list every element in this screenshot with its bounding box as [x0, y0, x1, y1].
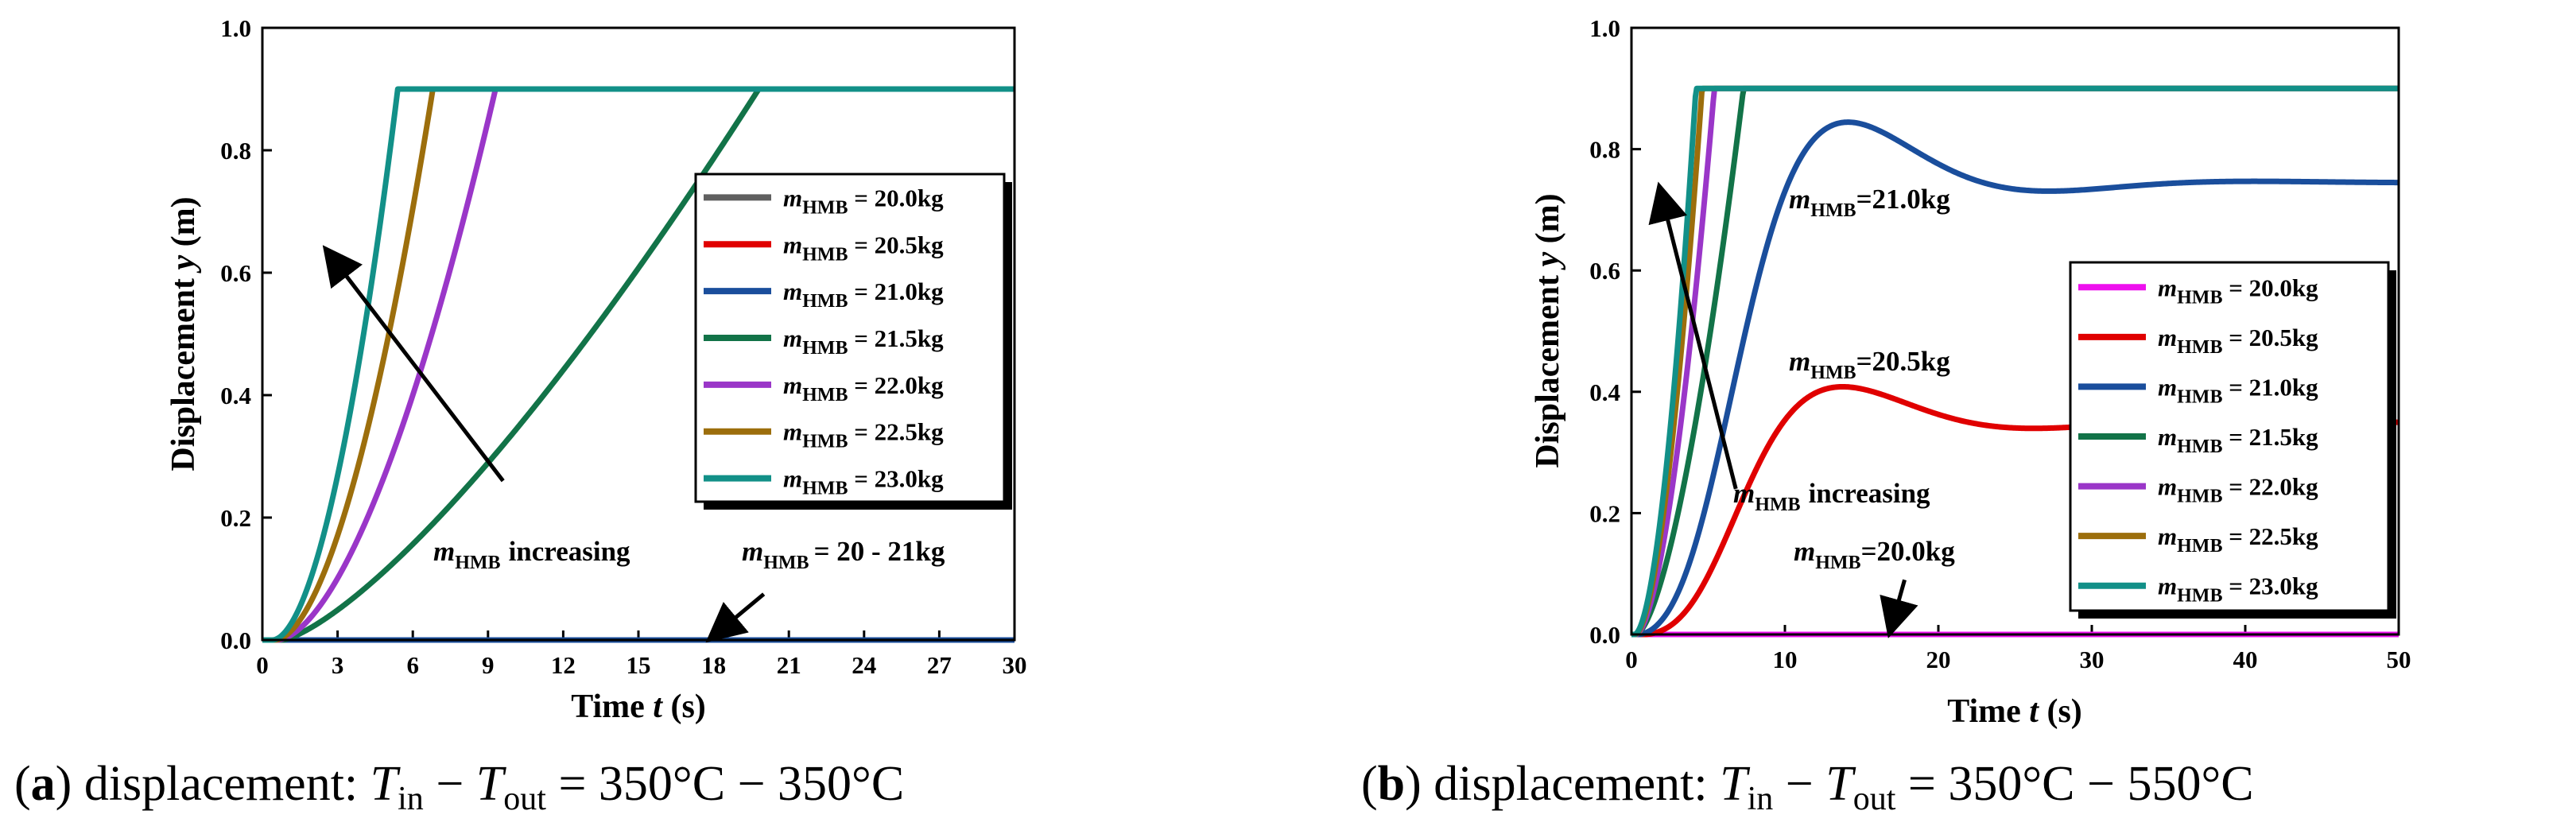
annotation-arrow	[322, 245, 505, 483]
panel-a-caption-t-in: 350°C	[599, 757, 725, 811]
panel-a-annotations	[322, 245, 766, 643]
x-tick-label: 18	[701, 651, 726, 679]
panel-a-caption: (a) displacement: Tin − Tout = 350°C − 3…	[14, 757, 904, 817]
panel-b-plot-frame	[1630, 26, 2400, 636]
annotation-arrow	[705, 592, 766, 643]
legend-entry: mHMB = 20.0kg	[2158, 273, 2318, 308]
legend-entry: mHMB = 22.5kg	[2158, 522, 2318, 557]
panel-b-annotation-increasing: mHMB increasing	[1733, 478, 1930, 515]
panel-b-annotation-205-text: =20.5kg	[1856, 346, 1951, 377]
panel-a-annotation-range-text: = 20 - 21kg	[814, 536, 945, 567]
panel-a-caption-t-out: 350°C	[778, 757, 904, 811]
panel-b-y-axis-label: Displacement y (m)	[1530, 193, 1566, 467]
x-tick-label: 21	[777, 651, 801, 679]
y-tick-label: 1.0	[1589, 14, 1620, 42]
legend-entry: mHMB = 20.5kg	[2158, 324, 2318, 358]
panel-b-annotation-205: mHMB=20.5kg	[1789, 346, 1950, 383]
x-tick-label: 24	[852, 651, 876, 679]
x-tick-label: 9	[482, 651, 495, 679]
panel-b-caption: (b) displacement: Tin − Tout = 350°C − 5…	[1361, 757, 2254, 817]
legend-entry: mHMB = 21.0kg	[2158, 373, 2318, 407]
x-tick-label: 30	[2080, 646, 2105, 673]
x-tick-label: 0	[256, 651, 269, 679]
x-tick-label: 27	[927, 651, 952, 679]
y-tick-label: 0.2	[220, 504, 251, 532]
panel-b-legend: mHMB = 20.0kg mHMB = 20.5kg mHMB = 21.0kg m…	[2078, 273, 2318, 607]
chart-panel-b: 0 10 20 30 40 50 0.0 0.2 0.4 0.6 0.8 1.0 Time t (s)…	[1361, 14, 2411, 817]
x-tick-label: 12	[551, 651, 576, 679]
chart-panel-a: 0 3 6 9 12 15 18 21 24 27 30 0.0 0.2 0.4 0.6 0.8 1.0 Tim…	[14, 14, 1027, 817]
y-tick-label: 0.8	[1589, 136, 1620, 164]
legend-entry: mHMB = 22.5kg	[783, 418, 944, 452]
panel-a-annotation-increasing: mHMB increasing	[433, 536, 630, 573]
panel-a-plot-frame	[261, 26, 1016, 642]
x-tick-label: 50	[2387, 646, 2411, 673]
annotation-arrow	[1880, 579, 1918, 638]
panel-b-annotation-20: mHMB=20.0kg	[1794, 536, 1955, 573]
y-tick-label: 0.6	[220, 259, 251, 287]
panel-b-caption-t-out: 550°C	[2128, 757, 2254, 811]
panel-a-y-axis-label: Displacement y (m)	[165, 196, 202, 471]
y-tick-label: 1.0	[220, 14, 251, 42]
panel-b-caption-t-in: 350°C	[1948, 757, 2074, 811]
x-tick-label: 40	[2233, 646, 2258, 673]
panel-b-caption-text: displacement:	[1433, 757, 1707, 811]
x-tick-label: 6	[406, 651, 419, 679]
series-line-230	[261, 86, 1016, 643]
x-tick-label: 20	[1926, 646, 1951, 673]
legend-entry: mHMB = 23.0kg	[2158, 572, 2318, 607]
y-tick-label: 0.8	[220, 137, 251, 165]
panel-a-legend: mHMB = 20.0kg mHMB = 20.5kg mHMB = 21.0kg m…	[704, 184, 944, 499]
panel-b-x-axis-label: Time t (s)	[1947, 693, 2082, 730]
legend-entry: mHMB = 20.5kg	[783, 231, 944, 265]
y-tick-label: 0.6	[1589, 257, 1620, 285]
panel-b-annotation-21-text: =21.0kg	[1856, 184, 1951, 215]
panel-a-annotation-range: mHMB = 20 - 21kg	[742, 536, 945, 573]
panel-b-annotation-20-text: =20.0kg	[1861, 536, 1956, 567]
legend-entry: mHMB = 22.0kg	[783, 371, 944, 405]
panel-b-annotation-21: mHMB=21.0kg	[1789, 184, 1950, 221]
legend-entry: mHMB = 20.0kg	[783, 184, 944, 218]
x-tick-label: 3	[332, 651, 344, 679]
legend-entry: mHMB = 22.0kg	[2158, 473, 2318, 507]
y-tick-label: 0.2	[1589, 499, 1620, 527]
legend-entry: mHMB = 21.5kg	[783, 324, 944, 359]
y-tick-label: 0.0	[220, 626, 251, 654]
panel-b-axis-ticks: 0 10 20 30 40 50 0.0 0.2 0.4 0.6 0.8 1.0	[1589, 14, 2411, 673]
panel-a-caption-label: a	[31, 757, 56, 811]
panel-a-caption-text: displacement:	[84, 757, 358, 811]
y-tick-label: 0.4	[220, 382, 251, 409]
panel-a-annotation-increasing-text: increasing	[509, 536, 630, 567]
x-tick-label: 30	[1003, 651, 1027, 679]
panel-b-annotations	[1648, 181, 1918, 638]
annotation-arrow	[1648, 181, 1738, 490]
legend-entry: mHMB = 21.0kg	[783, 277, 944, 312]
y-tick-label: 0.0	[1589, 621, 1620, 649]
panel-a-x-axis-label: Time t (s)	[571, 689, 706, 725]
x-tick-label: 15	[627, 651, 651, 679]
legend-entry: mHMB = 23.0kg	[783, 465, 944, 499]
series-line-210	[1630, 119, 2400, 638]
legend-entry: mHMB = 21.5kg	[2158, 423, 2318, 457]
panel-b-annotation-increasing-text: increasing	[1809, 478, 1930, 509]
y-tick-label: 0.4	[1589, 378, 1620, 406]
x-tick-label: 0	[1625, 646, 1638, 673]
series-line-230	[1630, 85, 2400, 638]
panel-b-caption-label: b	[1378, 757, 1405, 811]
x-tick-label: 10	[1773, 646, 1798, 673]
